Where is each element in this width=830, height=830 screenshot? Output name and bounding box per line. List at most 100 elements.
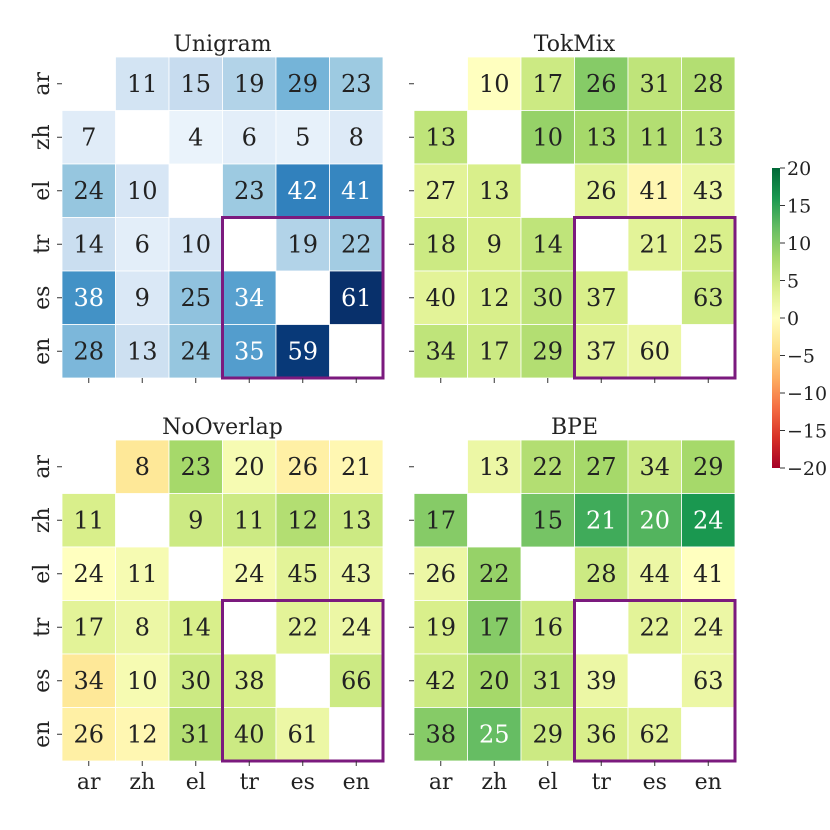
- unigram-cell: [329, 270, 384, 325]
- unigram-cell: [115, 324, 170, 379]
- unigram-cell: [168, 110, 223, 165]
- bpe-cell: [681, 600, 736, 655]
- nooverlap-cell-label: 14: [180, 613, 211, 641]
- unigram-cell: [329, 163, 384, 218]
- nooverlap-cell-label: 11: [127, 560, 158, 588]
- unigram-cell: [115, 270, 170, 325]
- bpe-xtick-label: en: [695, 770, 722, 795]
- unigram-cell-label: 23: [234, 177, 265, 205]
- nooverlap-cell: [329, 493, 384, 548]
- bpe-cell-label: 39: [586, 667, 617, 695]
- tokmix-cell-label: 13: [586, 123, 617, 151]
- unigram-cell-label: 6: [242, 123, 257, 151]
- unigram-cell: [222, 110, 277, 165]
- tokmix-cell-label: 17: [532, 70, 563, 98]
- nooverlap-cell: [275, 600, 330, 655]
- colorbar-tick-label: 10: [787, 233, 811, 255]
- bpe-cell-label: 42: [425, 667, 456, 695]
- tokmix-cell: [574, 56, 629, 111]
- tokmix-cell-label: 37: [586, 337, 617, 365]
- bpe-title: BPE: [551, 415, 598, 440]
- unigram-cell: [329, 110, 384, 165]
- unigram-title: Unigram: [173, 32, 271, 57]
- nooverlap-xtick-label: zh: [129, 770, 155, 795]
- nooverlap-cell-label: 26: [287, 453, 318, 481]
- bpe-cell-label: 24: [693, 613, 724, 641]
- nooverlap-cell-label: 12: [287, 506, 318, 534]
- nooverlap-cell-label: 61: [287, 720, 318, 748]
- bpe-xtick-label: zh: [481, 770, 507, 795]
- nooverlap-cell-label: 45: [287, 560, 318, 588]
- nooverlap-ytick-label: en: [30, 721, 55, 748]
- unigram-ytick-label: ar: [30, 71, 55, 95]
- bpe-cell-label: 34: [639, 453, 670, 481]
- nooverlap-xtick-label: ar: [77, 770, 101, 795]
- unigram-ytick-label: el: [30, 181, 55, 201]
- unigram-ytick-label: zh: [30, 124, 55, 150]
- nooverlap-cell: [275, 707, 330, 762]
- unigram-cell: [275, 324, 330, 379]
- tokmix-cell-label: 40: [425, 284, 456, 312]
- bpe-cell-label: 20: [639, 506, 670, 534]
- bpe-cell: [467, 546, 522, 601]
- bpe-cell-label: 29: [532, 720, 563, 748]
- unigram-cell: [275, 217, 330, 272]
- bpe-cell-label: 44: [639, 560, 670, 588]
- bpe-cell: [627, 707, 682, 762]
- tokmix-cell: [627, 56, 682, 111]
- nooverlap-cell: [115, 439, 170, 494]
- colorbar-tick-label: 15: [787, 196, 811, 218]
- unigram-ytick-label: es: [30, 286, 55, 310]
- unigram-cell-label: 38: [73, 284, 104, 312]
- unigram-cell: [61, 270, 116, 325]
- bpe-cell-label: 13: [479, 453, 510, 481]
- bpe-cell-label: 26: [425, 560, 456, 588]
- bpe-cell: [627, 546, 682, 601]
- unigram-cell: [222, 56, 277, 111]
- nooverlap-cell-label: 43: [341, 560, 372, 588]
- colorbar-tick-label: −15: [787, 421, 827, 443]
- bpe-xtick-label: tr: [592, 770, 612, 795]
- nooverlap-cell-label: 24: [341, 613, 372, 641]
- unigram-cell-label: 42: [287, 177, 318, 205]
- nooverlap-cell-label: 24: [73, 560, 104, 588]
- tokmix-cell: [627, 324, 682, 379]
- unigram-cell-label: 35: [234, 337, 265, 365]
- bpe-cell: [520, 707, 575, 762]
- bpe-cell-label: 17: [479, 613, 510, 641]
- unigram-cell-label: 23: [341, 70, 372, 98]
- bpe-cell: [467, 600, 522, 655]
- unigram-cell-label: 6: [135, 230, 150, 258]
- tokmix-cell: [681, 270, 736, 325]
- bpe-cell-label: 20: [479, 667, 510, 695]
- nooverlap-cell: [329, 653, 384, 708]
- unigram-cell-label: 25: [180, 284, 211, 312]
- tokmix-cell-label: 11: [639, 123, 670, 151]
- nooverlap-cell: [168, 493, 223, 548]
- tokmix-cell: [467, 56, 522, 111]
- tokmix-cell-label: 29: [532, 337, 563, 365]
- tokmix-cell-label: 43: [693, 177, 724, 205]
- nooverlap-title: NoOverlap: [162, 415, 283, 440]
- tokmix-cell: [681, 217, 736, 272]
- colorbar: [772, 168, 780, 468]
- tokmix-cell: [627, 217, 682, 272]
- unigram-cell-label: 9: [135, 284, 150, 312]
- bpe-cell-label: 63: [693, 667, 724, 695]
- colorbar-tick-label: 5: [787, 271, 799, 293]
- tokmix-cell-label: 14: [532, 230, 563, 258]
- bpe-cell: [467, 653, 522, 708]
- tokmix-cell-label: 63: [693, 284, 724, 312]
- bpe-cell-label: 22: [532, 453, 563, 481]
- bpe-cell: [520, 439, 575, 494]
- unigram-cell-label: 28: [73, 337, 104, 365]
- unigram-cell: [275, 56, 330, 111]
- bpe-cell: [574, 653, 629, 708]
- bpe-cell: [520, 600, 575, 655]
- tokmix-cell-label: 13: [479, 177, 510, 205]
- nooverlap-cell: [61, 546, 116, 601]
- bpe-xtick-label: el: [538, 770, 558, 795]
- nooverlap-cell: [222, 493, 277, 548]
- tokmix-cell: [520, 56, 575, 111]
